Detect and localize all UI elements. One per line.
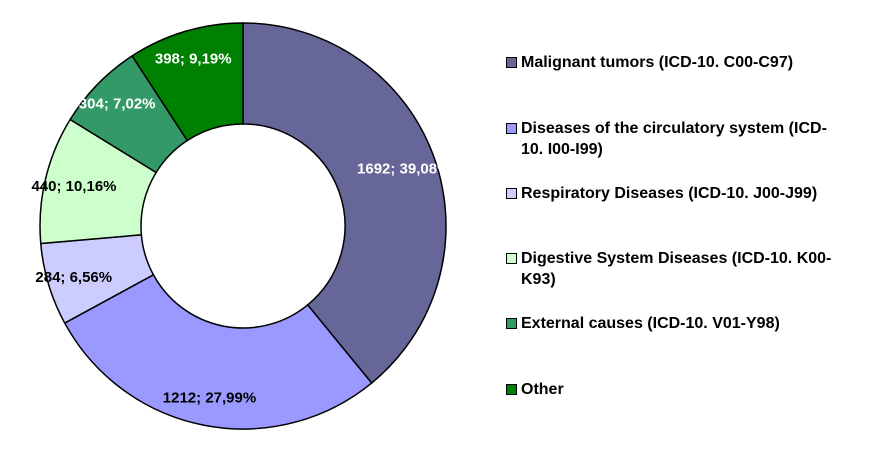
legend-item-external-causes: External causes (ICD-10. V01-Y98) — [506, 313, 871, 334]
legend-item-digestive: Digestive System Diseases (ICD-10. K00-K… — [506, 248, 841, 290]
legend-swatch-malignant-tumors — [506, 57, 517, 68]
legend-label-circulatory: Diseases of the circulatory system (ICD-… — [521, 120, 827, 158]
legend-item-other: Other — [506, 379, 871, 400]
legend-label-respiratory: Respiratory Diseases (ICD-10. J00-J99) — [521, 185, 818, 202]
legend-label-digestive: Digestive System Diseases (ICD-10. K00-K… — [521, 250, 832, 288]
legend-swatch-digestive — [506, 253, 517, 264]
legend-item-respiratory: Respiratory Diseases (ICD-10. J00-J99) — [506, 183, 871, 204]
slice-circulatory — [63, 273, 373, 430]
slice-label-respiratory: 284; 6,56% — [35, 269, 112, 286]
legend-item-circulatory: Diseases of the circulatory system (ICD-… — [506, 118, 841, 160]
slice-label-digestive: 440; 10,16% — [31, 178, 116, 195]
legend-swatch-respiratory — [506, 188, 517, 199]
slice-other — [131, 22, 244, 142]
legend-swatch-other — [506, 384, 517, 395]
legend-label-malignant-tumors: Malignant tumors (ICD-10. C00-C97) — [521, 54, 794, 71]
legend-swatch-external-causes — [506, 318, 517, 329]
legend-label-external-causes: External causes (ICD-10. V01-Y98) — [521, 315, 780, 332]
slice-label-circulatory: 1212; 27,99% — [163, 389, 256, 406]
slice-malignant-tumors — [242, 22, 447, 385]
legend-item-malignant-tumors: Malignant tumors (ICD-10. C00-C97) — [506, 52, 871, 73]
slice-label-external-causes: 304; 7,02% — [79, 95, 156, 112]
slice-label-other: 398; 9,19% — [155, 51, 232, 68]
legend-label-other: Other — [521, 381, 564, 398]
slice-label-malignant-tumors: 1692; 39,08% — [357, 161, 450, 178]
legend-swatch-circulatory — [506, 123, 517, 134]
donut-chart: 1692; 39,08% 1212; 27,99% 284; 6,56% 440; 1… — [31, 22, 450, 430]
